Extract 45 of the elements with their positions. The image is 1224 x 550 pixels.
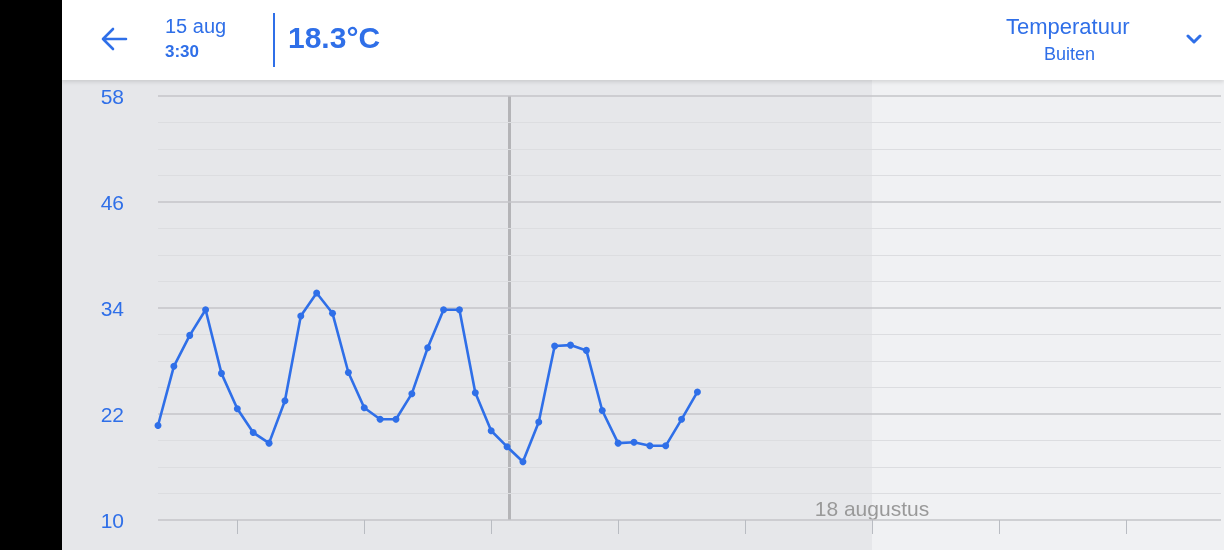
point — [217, 369, 225, 377]
text: 18.3°C — [288, 21, 381, 55]
point — [329, 309, 337, 317]
y-tick-label: 10 — [100, 508, 124, 532]
y-tick-label: 22 — [100, 402, 124, 426]
point — [567, 341, 575, 349]
point — [662, 442, 670, 450]
point — [281, 397, 289, 405]
point — [678, 415, 686, 423]
point — [313, 289, 321, 297]
point — [202, 306, 210, 314]
annotation: 18 augustus — [814, 497, 930, 521]
point — [455, 306, 463, 314]
point — [440, 306, 448, 314]
chart-subtitle: Buiten — [1044, 44, 1096, 65]
point — [344, 368, 352, 376]
point — [551, 342, 559, 350]
y-tick-label: 34 — [100, 296, 125, 320]
point — [249, 429, 257, 437]
text: 15 aug — [165, 15, 227, 38]
y-tick-label: 58 — [100, 84, 124, 108]
point — [360, 404, 368, 412]
point — [519, 458, 527, 466]
text: 3:30 — [165, 42, 200, 62]
point — [582, 346, 590, 354]
point — [408, 390, 416, 398]
point — [154, 421, 162, 429]
point — [614, 439, 622, 447]
point — [646, 442, 654, 450]
point — [693, 388, 701, 396]
point — [487, 427, 495, 435]
point — [535, 418, 543, 426]
point — [170, 362, 178, 370]
point — [233, 405, 241, 413]
point — [297, 312, 305, 320]
point — [376, 415, 384, 423]
point — [186, 331, 194, 339]
point — [630, 438, 638, 446]
point — [503, 443, 511, 451]
point — [598, 406, 606, 414]
chart-title: Temperatuur — [1006, 14, 1130, 40]
point — [471, 389, 479, 397]
y-tick-label: 46 — [100, 190, 124, 214]
point — [392, 415, 400, 423]
point — [424, 344, 432, 352]
